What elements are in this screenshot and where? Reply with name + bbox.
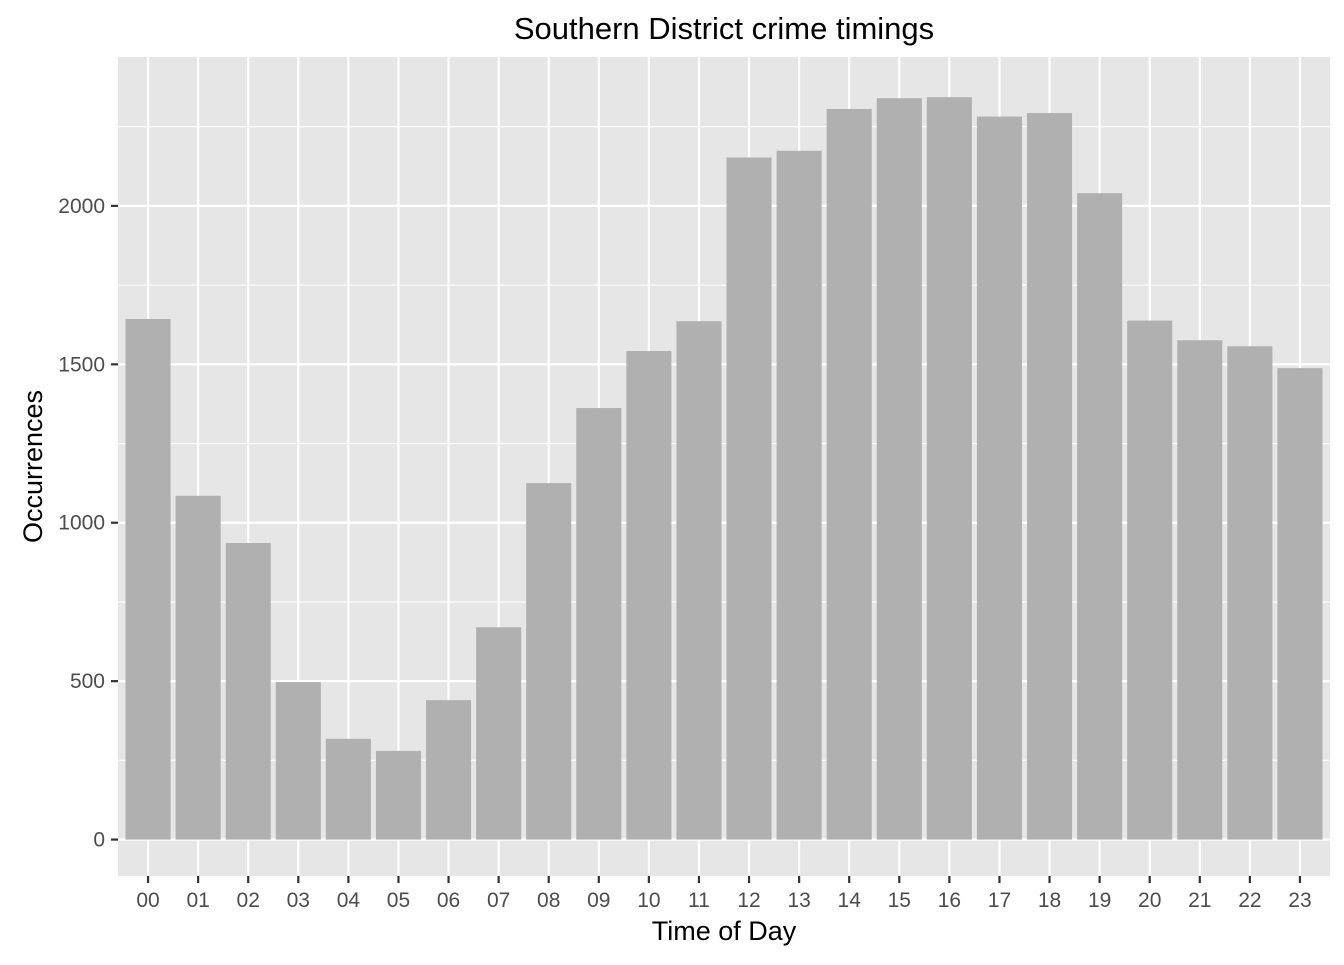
bar-17 [976, 116, 1022, 840]
bar-13 [776, 150, 822, 840]
axes: 0 500 1000 1500 2000 00 01 02 03 04 05 06 07 08 09 10 11… [58, 195, 1311, 912]
bar-05 [375, 750, 421, 840]
x-tick-label: 23 [1288, 889, 1311, 912]
x-tick-label: 16 [938, 889, 961, 912]
x-tick-label: 09 [587, 889, 610, 912]
bar-18 [1027, 113, 1073, 840]
bar-15 [876, 98, 922, 840]
x-tick-label: 06 [437, 889, 460, 912]
bar-10 [626, 351, 672, 840]
y-tick-label: 2000 [58, 195, 105, 218]
x-tick-label: 15 [888, 889, 911, 912]
bar-19 [1077, 193, 1123, 840]
y-tick-label: 1500 [58, 353, 105, 376]
bar-04 [325, 738, 371, 840]
x-tick-label: 20 [1138, 889, 1161, 912]
x-tick-label: 10 [637, 889, 660, 912]
bar-07 [476, 627, 522, 840]
y-tick-label: 0 [93, 829, 105, 852]
bar-06 [426, 700, 472, 840]
bar-21 [1177, 340, 1223, 840]
y-tick-label: 500 [70, 670, 105, 693]
chart-title: Southern District crime timings [514, 11, 934, 46]
bar-14 [826, 108, 872, 840]
bar-23 [1277, 368, 1323, 840]
y-tick-label: 1000 [58, 512, 105, 535]
x-tick-label: 12 [737, 889, 760, 912]
bar-03 [275, 682, 321, 840]
x-tick-label: 19 [1088, 889, 1111, 912]
bar-02 [225, 543, 271, 840]
x-tick-label: 14 [838, 889, 862, 912]
x-tick-label: 18 [1038, 889, 1061, 912]
x-tick-label: 07 [487, 889, 510, 912]
bar-00 [125, 319, 171, 840]
bar-22 [1227, 346, 1273, 840]
bar-20 [1127, 320, 1173, 840]
x-tick-label: 21 [1188, 889, 1211, 912]
x-tick-label: 11 [688, 889, 710, 912]
x-axis-title: Time of Day [652, 916, 797, 946]
x-tick-label: 17 [988, 889, 1011, 912]
bars [125, 97, 1323, 840]
bar-12 [726, 157, 772, 840]
y-axis-title: Occurrences [18, 390, 48, 543]
x-tick-label: 01 [186, 889, 209, 912]
bar-11 [676, 321, 722, 840]
bar-16 [926, 97, 972, 840]
bar-09 [576, 408, 622, 840]
x-tick-label: 05 [387, 889, 410, 912]
x-tick-label: 02 [237, 889, 260, 912]
bar-01 [175, 495, 221, 840]
x-tick-label: 08 [537, 889, 560, 912]
x-tick-label: 13 [787, 889, 810, 912]
x-tick-label: 03 [287, 889, 310, 912]
x-tick-label: 00 [136, 889, 159, 912]
bar-08 [526, 483, 572, 840]
x-tick-label: 22 [1238, 889, 1261, 912]
x-tick-label: 04 [337, 889, 361, 912]
